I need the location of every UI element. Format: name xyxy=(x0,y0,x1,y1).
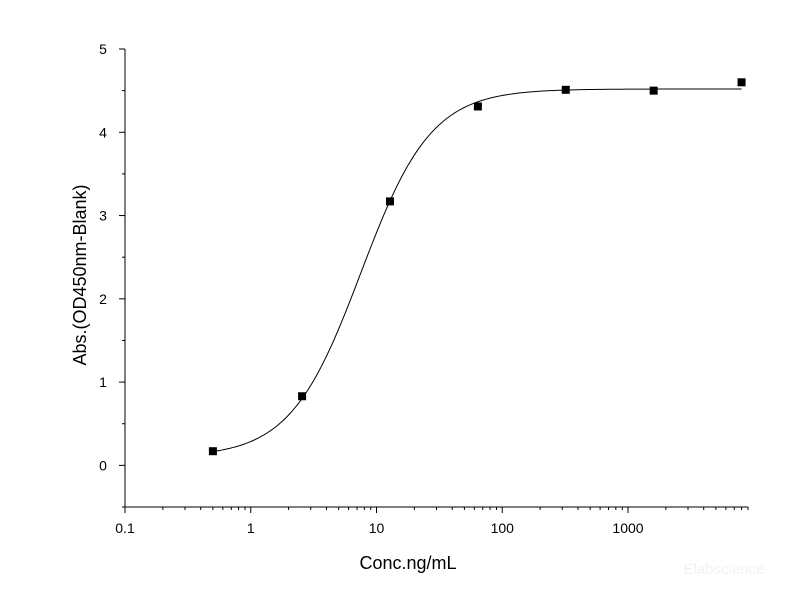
y-axis-ticks: 0 1 2 3 4 5 xyxy=(99,41,125,508)
y-tick-label: 2 xyxy=(99,291,107,307)
data-point xyxy=(737,78,746,87)
y-tick-label: 5 xyxy=(99,41,107,57)
x-tick-label: 0.1 xyxy=(115,520,135,536)
y-axis-label: Abs.(OD450nm-Blank) xyxy=(70,184,90,365)
y-tick-label: 0 xyxy=(99,457,107,473)
x-axis-ticks: 0.1 1 10 100 1000 xyxy=(115,507,749,536)
data-point xyxy=(649,86,658,95)
fit-curve xyxy=(212,88,742,453)
x-axis-label: Conc.ng/mL xyxy=(359,553,456,573)
x-tick-label: 100 xyxy=(491,520,515,536)
y-tick-label: 1 xyxy=(99,374,107,390)
data-point xyxy=(298,392,307,401)
data-point xyxy=(561,85,570,94)
y-tick-label: 4 xyxy=(99,124,107,140)
data-point xyxy=(208,447,217,456)
x-tick-label: 1000 xyxy=(612,520,643,536)
data-points xyxy=(208,78,746,456)
data-point xyxy=(385,197,394,206)
axes xyxy=(124,49,748,508)
x-tick-label: 1 xyxy=(247,520,255,536)
x-tick-label: 10 xyxy=(369,520,385,536)
y-tick-label: 3 xyxy=(99,208,107,224)
data-point xyxy=(473,102,482,111)
watermark: Elabscience xyxy=(684,561,765,578)
